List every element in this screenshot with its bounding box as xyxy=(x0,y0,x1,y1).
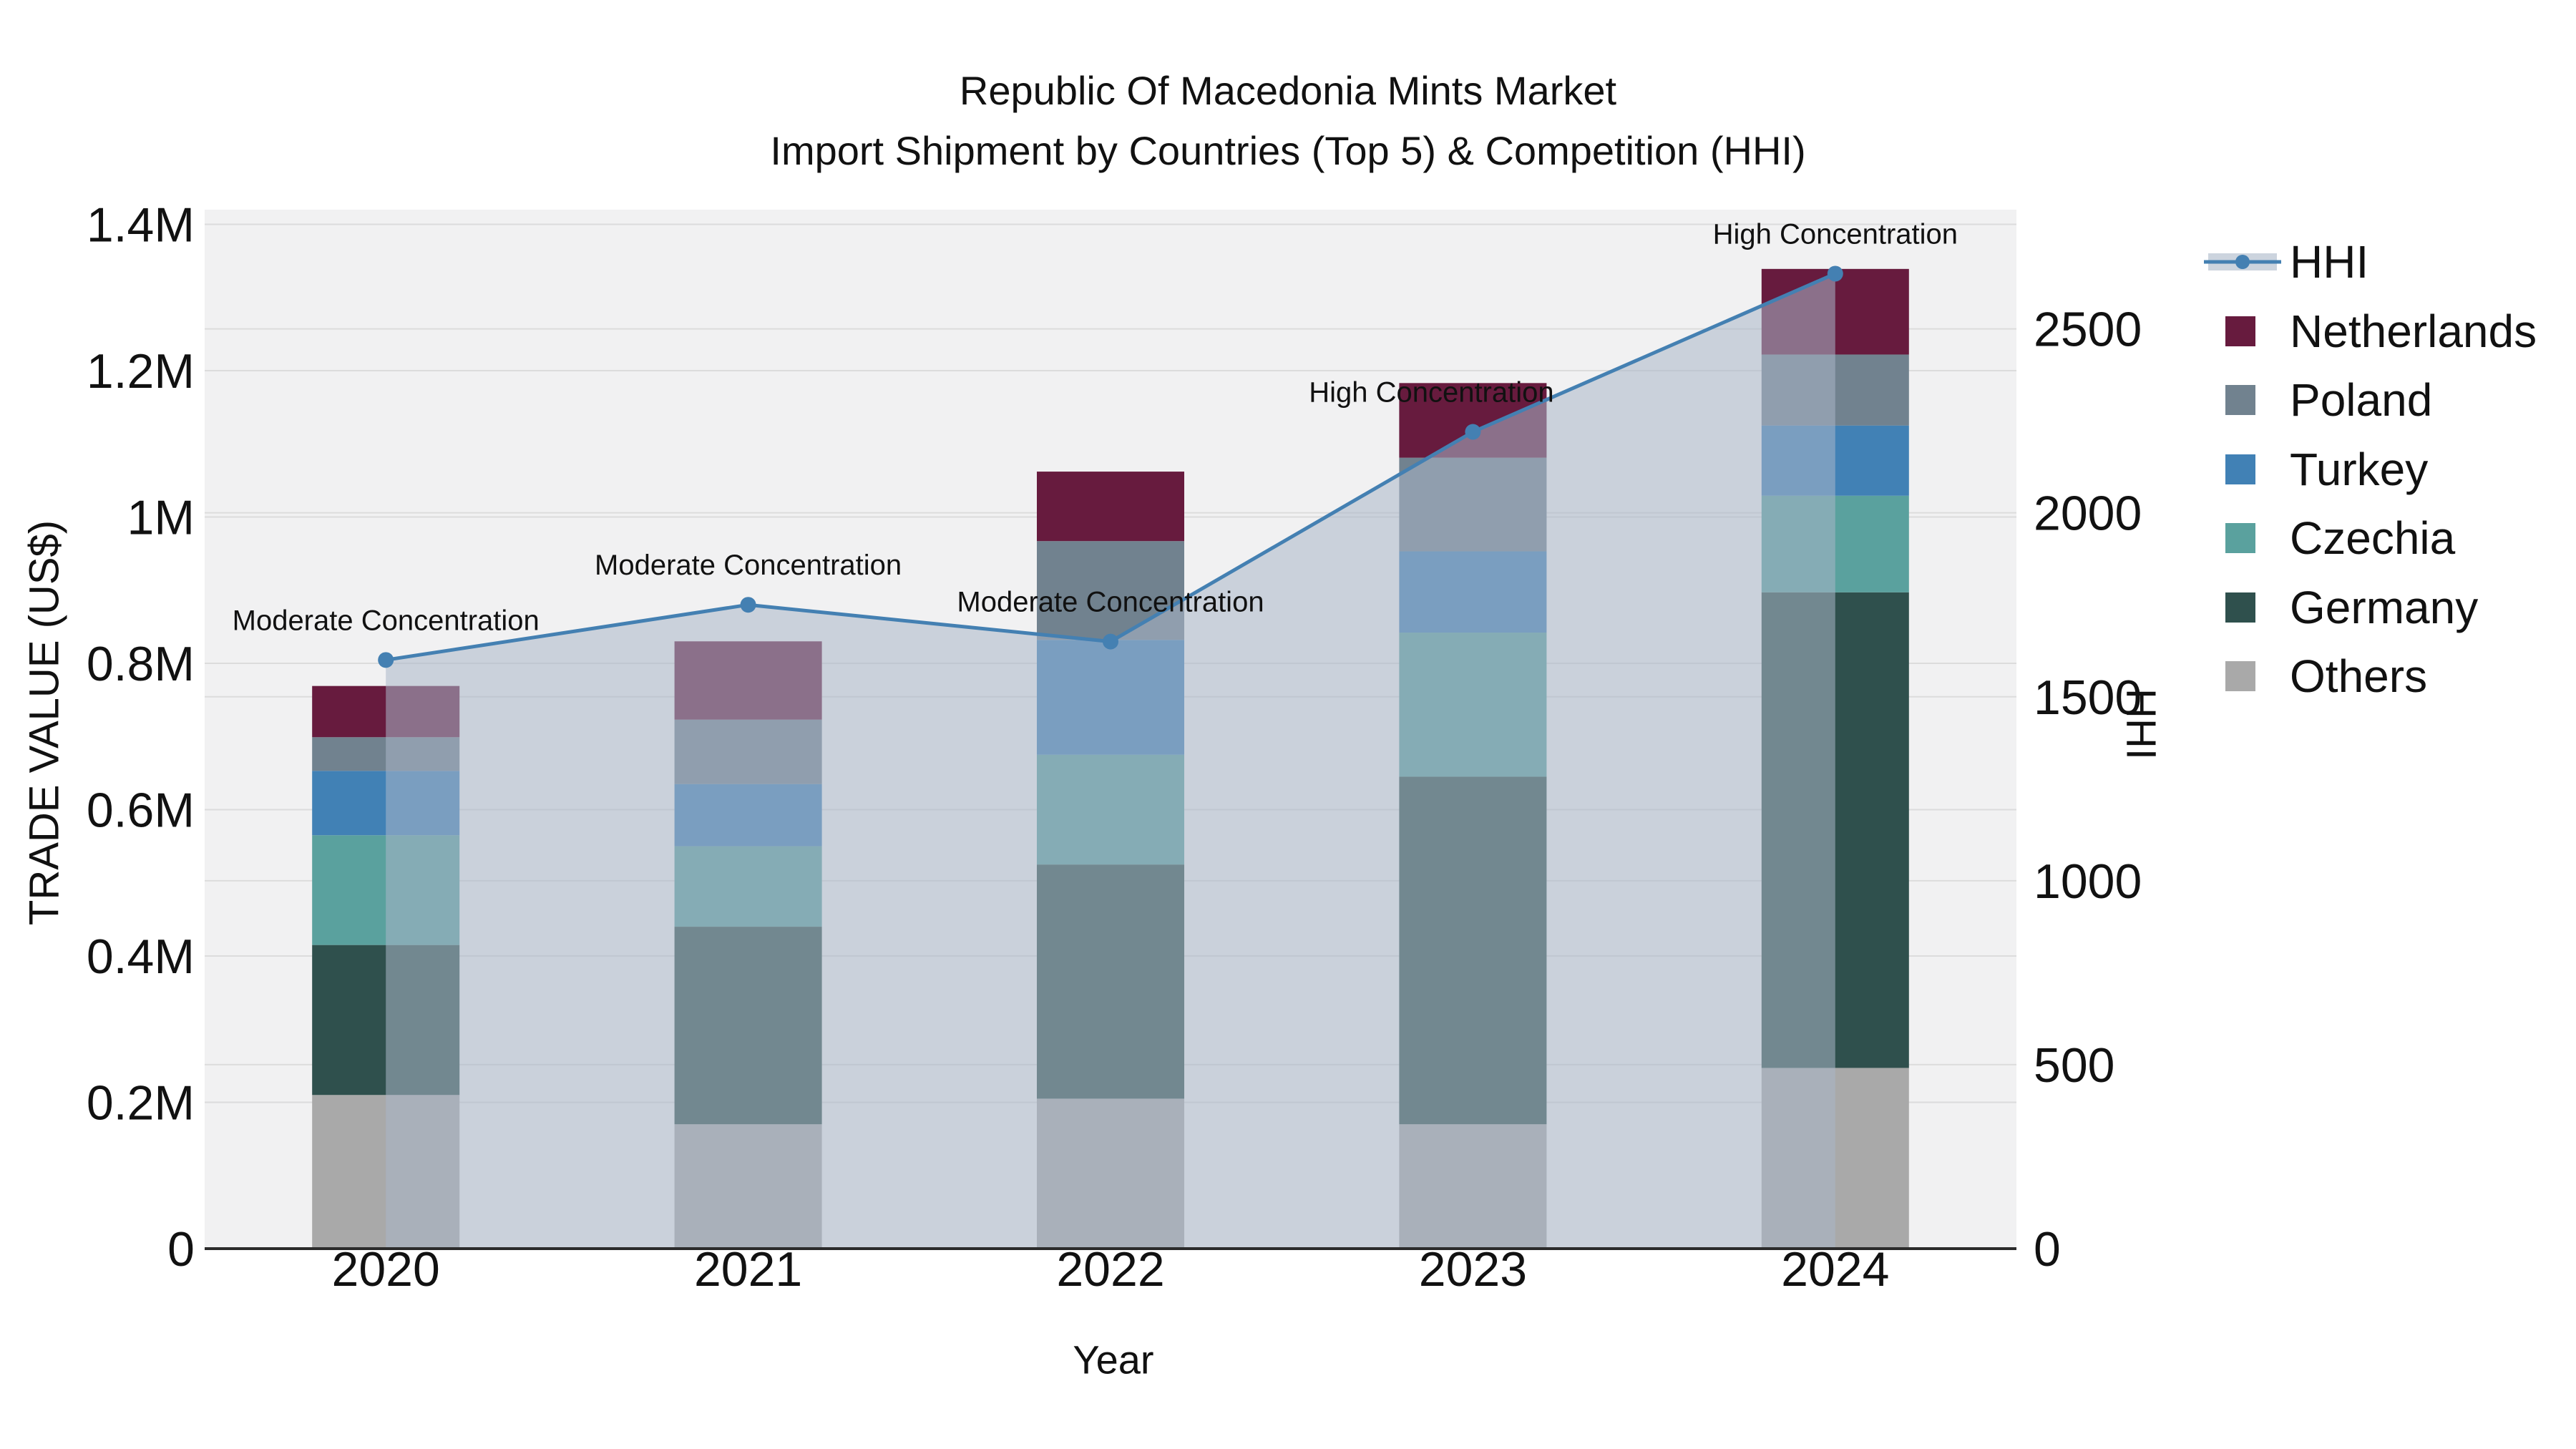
hhi-marker-2021 xyxy=(740,597,756,613)
chart-title: Republic Of Macedonia Mints Market Impor… xyxy=(0,61,2576,181)
x-axis-title: Year xyxy=(1073,1337,1154,1382)
chart-title-line1: Republic Of Macedonia Mints Market xyxy=(959,68,1617,113)
annotation-2022: Moderate Concentration xyxy=(957,587,1264,618)
y-left-tick-label: 1.2M xyxy=(87,344,195,399)
bar-segment-netherlands xyxy=(1037,472,1184,542)
y-right-tick-label: 2500 xyxy=(2034,303,2142,357)
annotation-2021: Moderate Concentration xyxy=(595,550,902,581)
x-tick-label-2020: 2020 xyxy=(332,1242,440,1297)
y-right-tick-label: 1500 xyxy=(2034,670,2142,725)
hhi-marker-2024 xyxy=(1827,265,1843,282)
hhi-marker-2022 xyxy=(1103,633,1118,650)
chart-title-line2: Import Shipment by Countries (Top 5) & C… xyxy=(770,128,1806,173)
y-left-tick-label: 0.2M xyxy=(87,1075,195,1130)
y-left-tick-label: 0.6M xyxy=(87,783,195,837)
annotation-2024: High Concentration xyxy=(1713,218,1958,250)
x-tick-label-2021: 2021 xyxy=(694,1242,802,1297)
y-right-tick-label: 500 xyxy=(2034,1038,2114,1093)
annotation-2020: Moderate Concentration xyxy=(233,605,540,636)
hhi-area-fill xyxy=(386,273,1835,1249)
y-left-tick-label: 1.4M xyxy=(87,197,195,252)
x-tick-label-2022: 2022 xyxy=(1056,1242,1164,1297)
y-left-tick-label: 0 xyxy=(167,1222,195,1277)
y-right-tick-label: 0 xyxy=(2034,1222,2061,1277)
y-left-tick-label: 1M xyxy=(127,490,195,545)
x-tick-label-2024: 2024 xyxy=(1781,1242,1889,1297)
y-axis-title-right: HHI xyxy=(2117,688,2165,760)
hhi-marker-2023 xyxy=(1465,424,1481,440)
y-right-tick-label: 1000 xyxy=(2034,854,2142,909)
y-left-tick-label: 0.8M xyxy=(87,637,195,691)
y-axis-title-left: TRADE VALUE (US$) xyxy=(21,519,68,926)
annotation-2023: High Concentration xyxy=(1309,377,1553,409)
x-tick-label-2023: 2023 xyxy=(1419,1242,1527,1297)
y-right-tick-label: 2000 xyxy=(2034,487,2142,541)
y-left-tick-label: 0.4M xyxy=(87,930,195,984)
hhi-marker-2020 xyxy=(378,652,394,668)
